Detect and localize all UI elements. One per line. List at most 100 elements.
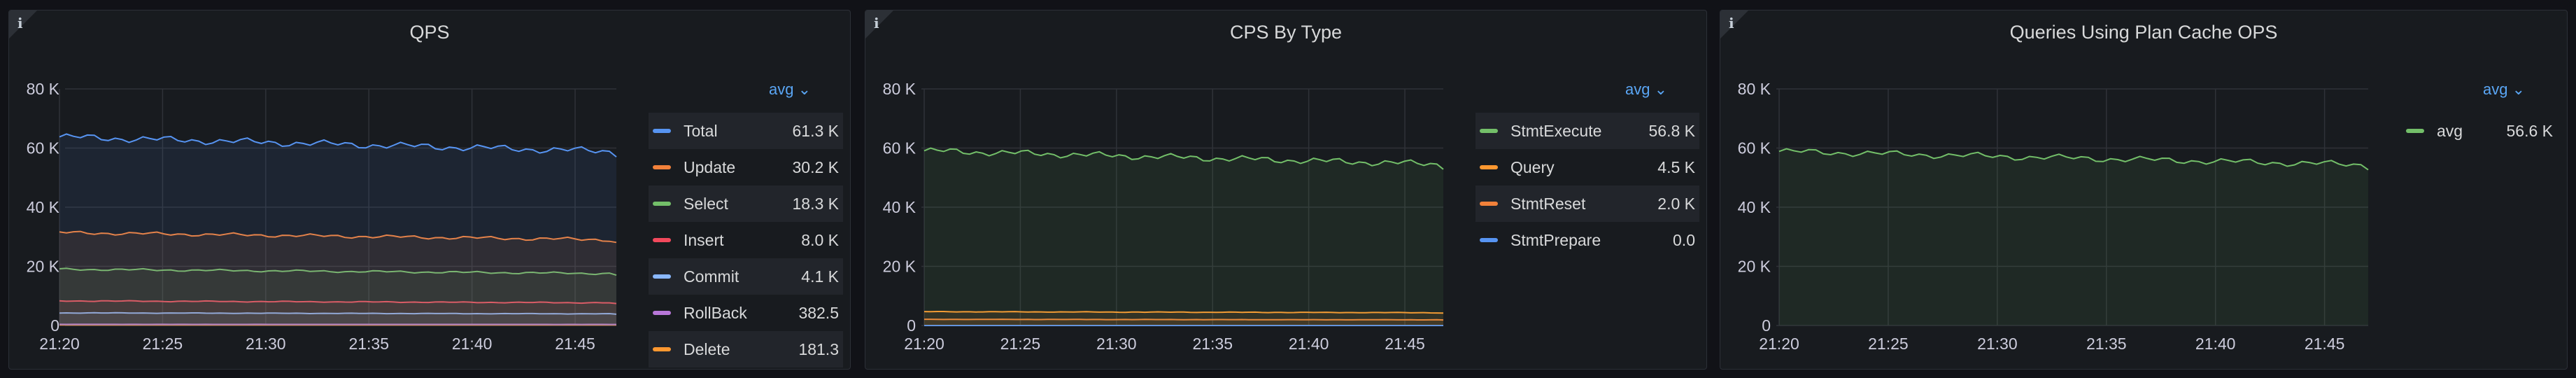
series-line: [923, 147, 1444, 170]
series-color-swatch: [1480, 129, 1498, 133]
chevron-down-icon: ⌄: [798, 80, 812, 98]
legend-item[interactable]: Query 4.5 K: [1475, 149, 1699, 186]
legend-item[interactable]: Delete 181.3: [649, 331, 843, 368]
legend-sort-avg-header[interactable]: avg ⌄: [2483, 80, 2525, 99]
series-color-swatch: [2406, 129, 2424, 133]
legend: avg 56.6 K: [2402, 113, 2557, 149]
panel-cps-by-type[interactable]: i CPS By Type 0 20 K 40 K 60 K 80 K 21:20 21:2…: [865, 10, 1707, 370]
series-color-swatch: [653, 129, 671, 133]
legend-series-avg: 181.3: [798, 340, 839, 358]
series-color-swatch: [653, 202, 671, 206]
series-area: [1779, 148, 2368, 326]
x-tick-label: 21:20: [904, 335, 944, 353]
x-tick-label: 21:45: [1385, 335, 1425, 353]
legend-series-name: Query: [1510, 158, 1555, 176]
legend-series-name: StmtPrepare: [1510, 231, 1601, 249]
x-tick-label: 21:20: [39, 335, 80, 353]
info-icon[interactable]: i: [17, 15, 23, 31]
series-area: [59, 231, 616, 326]
panel-title[interactable]: QPS: [409, 22, 450, 43]
x-tick-label: 21:35: [348, 335, 389, 353]
legend-series-name: Update: [684, 158, 736, 176]
x-tick-label: 21:30: [1977, 335, 2018, 353]
y-tick-label: 0: [1762, 316, 1771, 335]
series-color-swatch: [653, 311, 671, 315]
series-line: [923, 311, 1444, 314]
x-tick-label: 21:35: [1192, 335, 1233, 353]
x-tick-label: 21:35: [2086, 335, 2127, 353]
legend-series-name: StmtReset: [1510, 195, 1586, 213]
series-color-swatch: [1480, 202, 1498, 206]
y-tick-label: 20 K: [27, 258, 60, 276]
legend-item[interactable]: Insert 8.0 K: [649, 222, 843, 258]
info-icon[interactable]: i: [874, 15, 879, 31]
panel-queries-using-plan-cache-ops[interactable]: i Queries Using Plan Cache OPS 0 20 K 40 K…: [1720, 10, 2568, 370]
legend-item[interactable]: RollBack 382.5: [649, 295, 843, 331]
x-tick-label: 21:30: [1096, 335, 1137, 353]
y-tick-label: 80 K: [27, 80, 60, 98]
legend-series-name: Total: [684, 122, 718, 140]
info-icon[interactable]: i: [1729, 15, 1734, 31]
info-corner[interactable]: [1720, 10, 1748, 38]
x-tick-label: 21:25: [1868, 335, 1909, 353]
x-tick-label: 21:45: [555, 335, 595, 353]
series-color-swatch: [653, 238, 671, 242]
legend-series-avg: 56.6 K: [2506, 122, 2554, 140]
avg-label: avg: [2483, 80, 2508, 98]
x-tick-label: 21:25: [1000, 335, 1041, 353]
series-color-swatch: [1480, 165, 1498, 169]
series-area: [59, 134, 616, 326]
legend-item[interactable]: StmtPrepare 0.0: [1475, 222, 1699, 258]
series-line: [924, 318, 1444, 321]
series-color-swatch: [1480, 238, 1498, 242]
legend-series-name: avg: [2437, 122, 2463, 140]
info-corner[interactable]: [865, 10, 893, 38]
series-color-swatch: [653, 347, 671, 351]
legend-series-avg: 2.0 K: [1657, 195, 1695, 213]
legend-sort-avg-header[interactable]: avg ⌄: [769, 80, 811, 99]
x-tick-label: 21:25: [143, 335, 183, 353]
legend-item[interactable]: Update 30.2 K: [649, 149, 843, 186]
legend-item[interactable]: Commit 4.1 K: [649, 258, 843, 295]
legend-item[interactable]: StmtExecute 56.8 K: [1475, 113, 1699, 149]
y-tick-label: 80 K: [1738, 80, 1771, 98]
panel-title[interactable]: CPS By Type: [1229, 22, 1343, 43]
y-tick-label: 40 K: [27, 198, 60, 216]
y-tick-label: 0: [907, 316, 916, 335]
series-line: [1778, 148, 2369, 171]
y-tick-label: 20 K: [1738, 258, 1771, 276]
info-corner[interactable]: [9, 10, 37, 38]
chevron-down-icon: ⌄: [2512, 80, 2526, 98]
legend-sort-avg-header[interactable]: avg ⌄: [1625, 80, 1667, 99]
y-tick-label: 80 K: [883, 80, 917, 98]
legend-series-avg: 4.1 K: [801, 267, 839, 286]
legend-series-avg: 18.3 K: [792, 195, 840, 213]
series-color-swatch: [653, 274, 671, 279]
legend-item[interactable]: Select 18.3 K: [649, 186, 843, 222]
series-line: [59, 300, 617, 304]
y-tick-label: 60 K: [1738, 139, 1771, 158]
panel-title[interactable]: Queries Using Plan Cache OPS: [2009, 22, 2278, 43]
y-tick-label: 40 K: [1738, 198, 1771, 216]
series-area: [924, 148, 1443, 326]
legend-item[interactable]: Total 61.3 K: [649, 113, 843, 149]
legend-item[interactable]: StmtReset 2.0 K: [1475, 186, 1699, 222]
x-tick-label: 21:30: [246, 335, 286, 353]
legend-series-name: Commit: [684, 267, 739, 286]
y-tick-label: 60 K: [883, 139, 917, 158]
legend-series-avg: 0.0: [1673, 231, 1695, 249]
panel-qps[interactable]: i QPS 0 20 K 40 K 60 K 80 K 21:20 21:25 21:30 21…: [8, 10, 851, 370]
series-line: [59, 312, 617, 315]
legend-series-avg: 61.3 K: [792, 122, 840, 140]
y-tick-label: 60 K: [27, 139, 60, 158]
chart-plot: 0 20 K 40 K 60 K 80 K 21:20 21:25 21:30 21:35 21:…: [883, 80, 1444, 353]
legend-item[interactable]: avg 56.6 K: [2402, 113, 2557, 149]
legend-series-avg: 8.0 K: [801, 231, 839, 249]
legend: Total 61.3 K Update 30.2 K Select 18.3 K In…: [649, 113, 843, 368]
series-line: [59, 230, 617, 244]
legend-series-avg: 30.2 K: [792, 158, 840, 176]
chart-plot: 0 20 K 40 K 60 K 80 K 21:20 21:25 21:30 21:35 21:…: [27, 80, 617, 353]
x-tick-label: 21:40: [2195, 335, 2236, 353]
legend-series-name: Insert: [684, 231, 724, 249]
x-tick-label: 21:40: [452, 335, 493, 353]
